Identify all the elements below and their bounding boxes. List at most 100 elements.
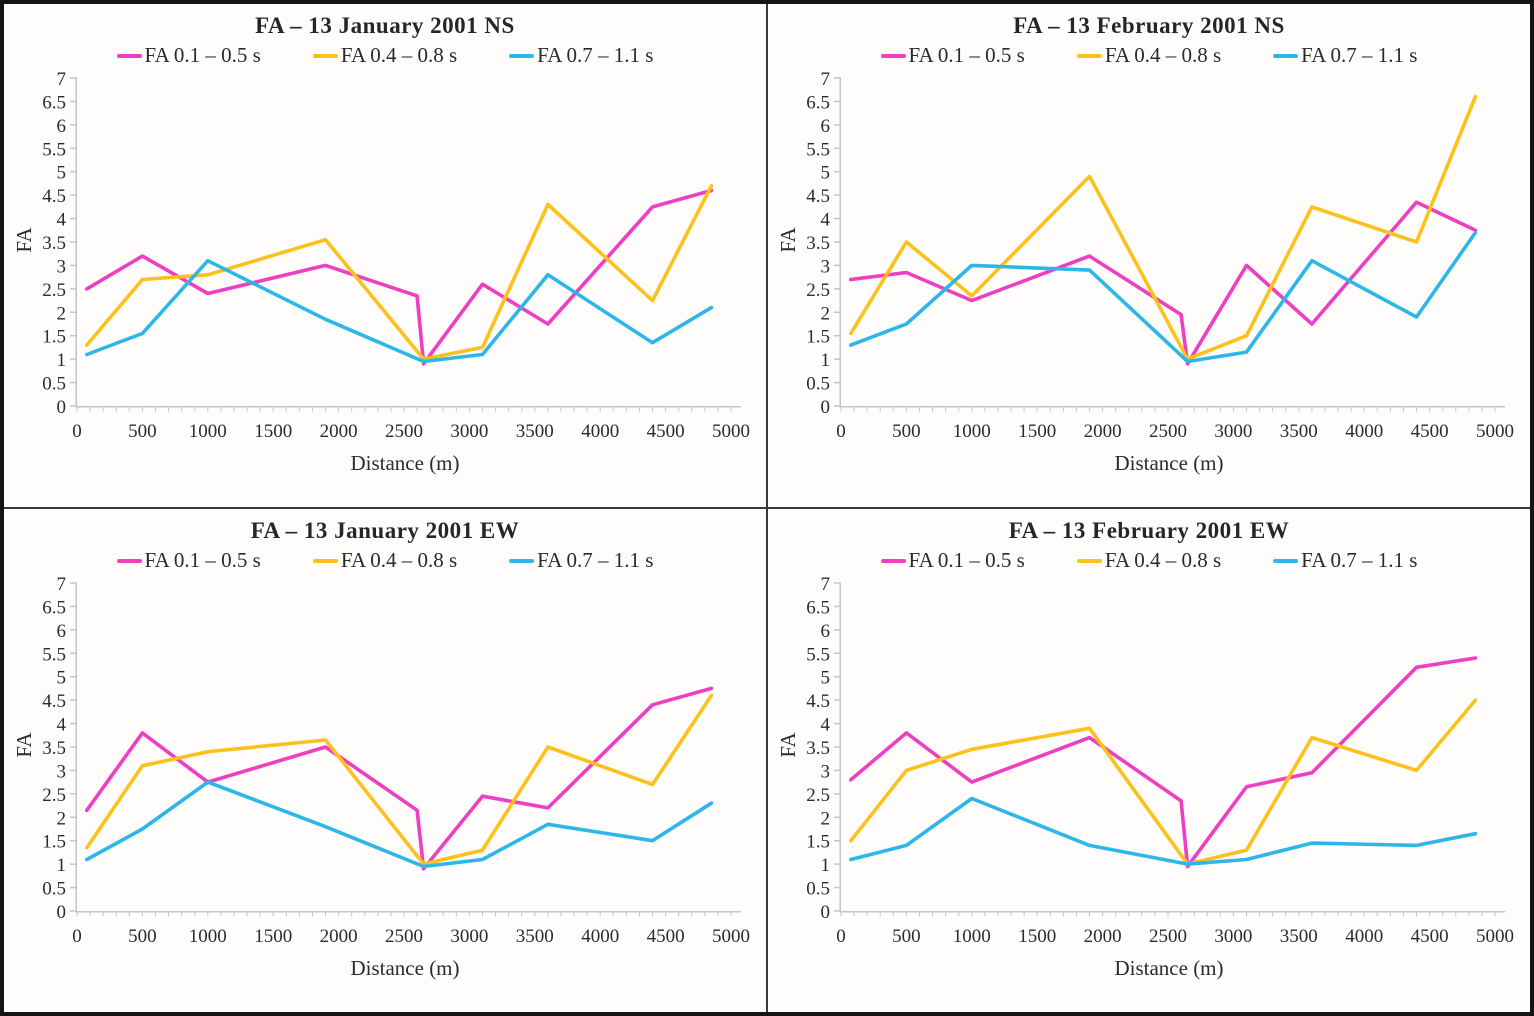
y-tick-label: 2.5 (806, 785, 830, 806)
y-tick-label: 2 (57, 303, 67, 324)
x-tick-label: 500 (892, 421, 921, 442)
chart-title: FA – 13 January 2001 EW (250, 518, 520, 543)
x-tick-label: 3000 (1214, 421, 1252, 442)
line-chart-svg: FA Distance (m) 00.511.522.533.544.555.5… (13, 574, 750, 980)
y-tick-label: 0.5 (42, 374, 66, 395)
y-axis-title: FA (777, 732, 800, 758)
y-axis-title: FA (13, 227, 36, 253)
y-tick-label: 6.5 (42, 92, 66, 113)
y-tick-label: 2 (821, 303, 831, 324)
series-line-1 (849, 200, 1478, 366)
legend: FA 0.1 – 0.5 s FA 0.4 – 0.8 s FA 0.7 – 1… (116, 548, 653, 573)
y-tick-label: 0 (57, 902, 67, 923)
chart-panel-february-ns: FA – 13 February 2001 NS FA 0.1 – 0.5 s … (768, 4, 1530, 507)
y-tick-label: 1.5 (806, 832, 830, 853)
chart-panel-january-ns: FA – 13 January 2001 NS FA 0.1 – 0.5 s F… (4, 4, 766, 507)
y-tick-label: 1.5 (42, 327, 66, 348)
x-tick-label: 4000 (1345, 926, 1383, 947)
y-tick-label: 7 (57, 574, 67, 595)
y-tick-label: 5.5 (806, 644, 830, 665)
y-tick-label: 4 (57, 210, 67, 231)
legend-item: FA 0.7 – 1.1 s (509, 548, 653, 573)
series-line-3 (849, 230, 1478, 364)
legend-label: FA 0.7 – 1.1 s (1301, 548, 1418, 572)
series-3-swatch-icon (1273, 558, 1299, 563)
x-tick-label: 1500 (254, 421, 292, 442)
series-line-2 (849, 698, 1478, 866)
y-tick-label: 1 (57, 855, 67, 876)
axes: 00.511.522.533.544.555.566.570 500 1000 150… (806, 574, 1514, 947)
line-chart-svg: FA Distance (m) 00.511.522.533.544.555.5… (13, 69, 750, 475)
y-tick-label: 7 (821, 574, 831, 595)
y-tick-label: 6 (821, 116, 831, 137)
y-tick-label: 0 (821, 902, 831, 923)
x-tick-label: 4500 (647, 421, 685, 442)
x-tick-label: 3000 (450, 926, 488, 947)
chart-title: FA – 13 February 2001 NS (1013, 13, 1285, 38)
series-2-swatch-icon (1076, 53, 1102, 58)
x-tick-label: 500 (892, 926, 921, 947)
x-tick-label: 3500 (1280, 421, 1318, 442)
y-tick-label: 4.5 (42, 691, 66, 712)
axes: 00.511.522.533.544.555.566.570 500 1000 150… (42, 574, 750, 947)
y-tick-label: 7 (821, 69, 831, 90)
x-tick-label: 3000 (450, 421, 488, 442)
x-tick-label: 1500 (1018, 421, 1056, 442)
x-tick-label: 5000 (1476, 926, 1514, 947)
y-tick-label: 0.5 (42, 879, 66, 900)
x-tick-label: 5000 (1476, 421, 1514, 442)
legend-item: FA 0.1 – 0.5 s (116, 43, 261, 68)
series-line-3 (85, 780, 714, 869)
legend-label: FA 0.4 – 0.8 s (1104, 43, 1222, 67)
x-tick-label: 500 (128, 421, 157, 442)
y-tick-label: 3.5 (806, 233, 830, 254)
series-line-1 (85, 686, 714, 871)
x-tick-label: 4500 (1411, 421, 1449, 442)
y-tick-label: 3 (821, 761, 831, 782)
y-tick-label: 4.5 (806, 691, 830, 712)
x-tick-label: 0 (72, 421, 82, 442)
y-tick-label: 6.5 (806, 597, 830, 618)
legend-label: FA 0.1 – 0.5 s (144, 548, 261, 572)
legend-item: FA 0.4 – 0.8 s (312, 43, 457, 68)
series-3-swatch-icon (509, 558, 535, 563)
x-tick-label: 2000 (1084, 926, 1122, 947)
legend: FA 0.1 – 0.5 s FA 0.4 – 0.8 s FA 0.7 – 1… (880, 43, 1417, 68)
y-tick-label: 6.5 (806, 92, 830, 113)
x-tick-label: 5000 (712, 926, 750, 947)
x-tick-label: 3500 (516, 926, 554, 947)
series-1-swatch-icon (116, 53, 142, 58)
y-tick-label: 1 (57, 350, 67, 371)
legend-item: FA 0.7 – 1.1 s (1273, 43, 1417, 68)
line-chart-svg: FA Distance (m) 00.511.522.533.544.555.5… (777, 574, 1514, 980)
x-tick-label: 2500 (385, 421, 423, 442)
line-chart-svg: FA Distance (m) 00.511.522.533.544.555.5… (777, 69, 1514, 475)
legend-label: FA 0.1 – 0.5 s (144, 43, 261, 67)
y-tick-label: 5 (821, 668, 831, 689)
legend-label: FA 0.7 – 1.1 s (1301, 43, 1418, 67)
x-tick-label: 2000 (320, 421, 358, 442)
series-1-swatch-icon (880, 558, 906, 563)
series-3-swatch-icon (509, 53, 535, 58)
y-tick-label: 5.5 (42, 139, 66, 160)
y-tick-label: 5 (57, 668, 67, 689)
y-tick-label: 3.5 (42, 233, 66, 254)
y-tick-label: 0.5 (806, 879, 830, 900)
chart-title: FA – 13 February 2001 EW (1008, 518, 1290, 543)
y-tick-label: 1 (821, 350, 831, 371)
y-tick-label: 6 (57, 621, 67, 642)
x-tick-label: 4500 (647, 926, 685, 947)
y-tick-label: 1 (821, 855, 831, 876)
series-line-1 (85, 188, 714, 366)
series-line-1 (849, 656, 1478, 869)
series-1-swatch-icon (880, 53, 906, 58)
x-tick-label: 4000 (1345, 421, 1383, 442)
y-tick-label: 5.5 (42, 644, 66, 665)
series-line-2 (85, 184, 714, 361)
legend-item: FA 0.1 – 0.5 s (116, 548, 261, 573)
y-tick-label: 0 (821, 397, 831, 418)
x-tick-label: 0 (72, 926, 82, 947)
y-tick-label: 5 (821, 163, 831, 184)
y-tick-label: 6 (821, 621, 831, 642)
series-line-2 (849, 94, 1478, 361)
